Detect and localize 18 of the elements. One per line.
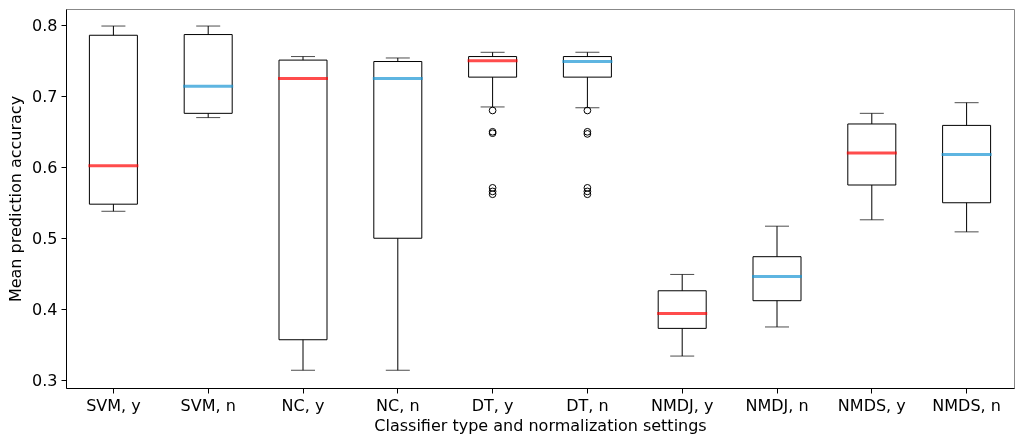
y-axis-title: Mean prediction accuracy	[6, 95, 26, 303]
y-tick-label: 0.6	[32, 157, 58, 177]
y-tick-label: 0.4	[32, 299, 58, 319]
x-tick-label: NC, n	[376, 395, 420, 415]
y-tick-label: 0.5	[32, 228, 58, 248]
x-tick-label: DT, n	[566, 395, 609, 415]
x-tick-label: NMDS, n	[932, 395, 1001, 415]
x-tick-label: SVM, y	[86, 395, 141, 415]
x-tick-label: NC, y	[281, 395, 325, 415]
x-tick-label: NMDS, y	[837, 395, 906, 415]
x-tick-label: NMDJ, n	[745, 395, 809, 415]
y-tick-label: 0.3	[32, 370, 58, 390]
x-axis-title: Classifier type and normalization settings	[374, 415, 707, 435]
x-tick-label: SVM, n	[180, 395, 236, 415]
y-tick-label: 0.8	[32, 15, 58, 35]
y-tick-label: 0.7	[32, 86, 58, 106]
x-tick-label: DT, y	[471, 395, 514, 415]
x-tick-label: NMDJ, y	[650, 395, 714, 415]
